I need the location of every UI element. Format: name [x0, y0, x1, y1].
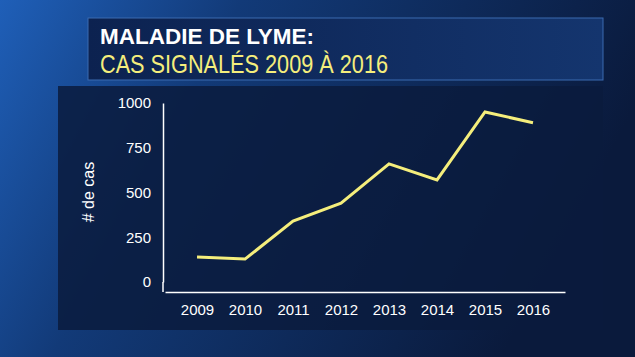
- x-tick: 2012: [325, 292, 358, 318]
- x-tick-label: 2010: [229, 301, 262, 318]
- x-tick: 2010: [229, 292, 262, 318]
- title-box: [88, 18, 603, 80]
- x-axis-line: [166, 292, 566, 294]
- x-tick-label: 2015: [469, 301, 502, 318]
- y-tick: 750: [126, 139, 163, 156]
- axis-corner: [162, 282, 164, 292]
- plot-area: [197, 112, 533, 259]
- x-tick: 2016: [517, 292, 550, 318]
- y-tick-label: 250: [126, 229, 151, 246]
- x-tick: 2013: [373, 292, 406, 318]
- background: [0, 0, 635, 357]
- data-line: [197, 112, 533, 259]
- x-tick-label: 2011: [277, 301, 309, 318]
- title: MALADIE DE LYME:: [100, 24, 314, 49]
- x-axis: 2009 2010 2011 2012 2013 2014 2015 2016: [166, 292, 566, 318]
- y-axis-line: [163, 104, 165, 283]
- y-tick-label: 1000: [118, 94, 151, 111]
- y-axis: 0 250 500 750 1000: [118, 94, 164, 290]
- y-tick-label: 750: [126, 139, 151, 156]
- x-tick: 2014: [421, 292, 454, 318]
- x-tick: 2011: [277, 292, 309, 318]
- x-tick-label: 2016: [517, 301, 550, 318]
- x-tick-label: 2009: [181, 301, 214, 318]
- x-tick-label: 2012: [325, 301, 358, 318]
- y-tick: 0: [143, 273, 163, 290]
- y-tick-label: 500: [126, 184, 151, 201]
- subtitle: CAS SIGNALÉS 2009 À 2016: [100, 50, 388, 78]
- x-tick-label: 2014: [421, 301, 454, 318]
- x-tick: 2015: [469, 292, 502, 318]
- chart: MALADIE DE LYME:CAS SIGNALÉS 2009 À 2016…: [0, 0, 635, 357]
- y-tick-label: 0: [143, 273, 151, 290]
- x-tick-label: 2013: [373, 301, 406, 318]
- y-tick: 1000: [118, 94, 163, 111]
- y-tick: 250: [126, 229, 163, 246]
- x-tick: 2009: [181, 292, 214, 318]
- y-axis-title: # de cas: [80, 162, 97, 222]
- plot-panel: [58, 86, 603, 330]
- y-tick: 500: [126, 184, 163, 201]
